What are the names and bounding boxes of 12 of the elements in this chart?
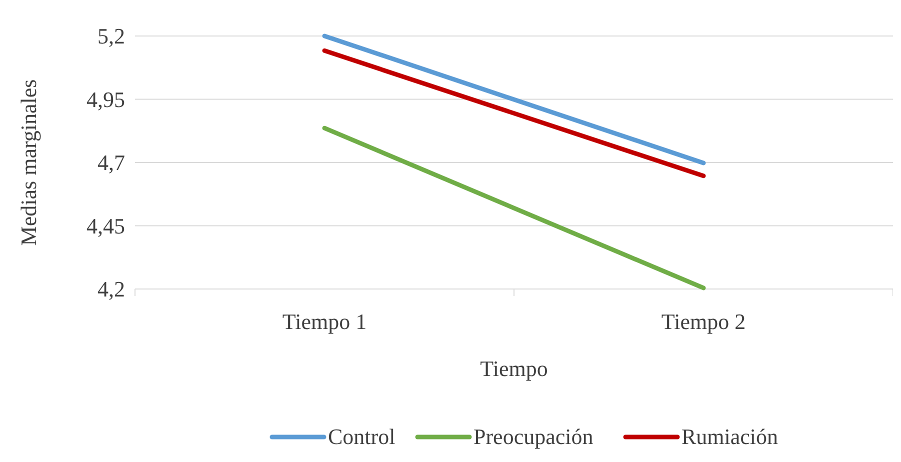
y-tick-label: 4,95 (86, 86, 125, 112)
y-axis-title: Medias marginales (16, 79, 41, 246)
y-tick-label: 5,2 (98, 24, 125, 49)
legend-label: Rumiación (682, 424, 778, 449)
y-tick-label: 4,45 (86, 213, 125, 238)
legend-label: Preocupación (474, 424, 594, 449)
y-tick-label: 4,7 (98, 150, 125, 176)
x-tick-label: Tiempo 1 (282, 309, 367, 334)
legend-label: Control (328, 424, 396, 449)
y-tick-label: 4,2 (98, 276, 125, 302)
x-axis-title: Tiempo (480, 356, 548, 381)
x-tick-label: Tiempo 2 (661, 309, 746, 334)
